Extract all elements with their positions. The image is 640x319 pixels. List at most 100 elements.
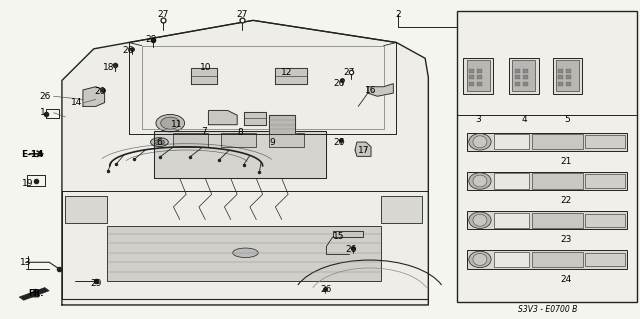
Text: 15: 15 <box>333 232 345 241</box>
Bar <box>457 11 637 302</box>
Bar <box>509 57 539 94</box>
Bar <box>469 75 474 79</box>
Polygon shape <box>333 231 364 237</box>
Text: FR.: FR. <box>29 289 44 298</box>
Text: 26: 26 <box>39 92 51 101</box>
Ellipse shape <box>473 175 487 187</box>
Ellipse shape <box>468 134 491 150</box>
Ellipse shape <box>468 212 491 228</box>
Bar <box>532 174 582 189</box>
Bar <box>173 133 209 147</box>
Bar <box>566 82 571 85</box>
Text: 26: 26 <box>333 137 345 147</box>
Text: 26: 26 <box>345 245 356 254</box>
Bar <box>585 214 625 227</box>
Ellipse shape <box>473 254 487 265</box>
Bar <box>585 174 625 188</box>
Text: 16: 16 <box>365 86 377 95</box>
Bar <box>513 60 536 91</box>
Text: 27: 27 <box>157 10 168 19</box>
Bar <box>556 60 579 91</box>
Text: 20: 20 <box>95 87 106 96</box>
Polygon shape <box>269 115 294 134</box>
Bar <box>523 69 528 73</box>
Bar <box>515 82 520 85</box>
Bar <box>494 134 529 149</box>
Bar <box>552 57 582 94</box>
Text: 9: 9 <box>269 137 275 147</box>
Text: 17: 17 <box>358 146 369 155</box>
Text: 3: 3 <box>475 115 481 123</box>
Text: 11: 11 <box>171 120 182 129</box>
Text: 6: 6 <box>157 137 163 147</box>
Bar <box>467 211 627 229</box>
Text: 26: 26 <box>122 46 133 55</box>
Bar <box>523 82 528 85</box>
Bar <box>515 69 520 73</box>
Text: 12: 12 <box>281 68 292 77</box>
Polygon shape <box>62 20 428 305</box>
Text: 13: 13 <box>20 258 31 267</box>
Text: 27: 27 <box>343 68 355 77</box>
Bar <box>106 226 381 281</box>
Text: 10: 10 <box>200 63 211 72</box>
Text: 19: 19 <box>22 179 34 188</box>
Bar <box>566 75 571 79</box>
Ellipse shape <box>150 138 168 146</box>
Bar <box>467 250 627 269</box>
Text: 28: 28 <box>145 35 157 44</box>
Ellipse shape <box>154 140 164 145</box>
Bar <box>381 196 422 223</box>
Ellipse shape <box>233 248 258 257</box>
Text: 23: 23 <box>560 235 572 244</box>
Bar <box>269 133 304 147</box>
Text: 26: 26 <box>321 285 332 294</box>
Text: E-14: E-14 <box>20 150 44 159</box>
Bar <box>532 252 582 267</box>
Text: 1: 1 <box>40 108 45 116</box>
Polygon shape <box>244 112 266 125</box>
Bar <box>477 82 482 85</box>
Ellipse shape <box>156 115 184 132</box>
Text: 26: 26 <box>333 79 345 88</box>
Bar <box>566 69 571 73</box>
Text: S3V3 - E0700 B: S3V3 - E0700 B <box>518 305 578 314</box>
Ellipse shape <box>473 214 487 226</box>
Bar <box>477 69 482 73</box>
Bar <box>469 82 474 85</box>
Text: 24: 24 <box>561 275 572 284</box>
Bar <box>463 57 493 94</box>
Text: 14: 14 <box>71 98 83 107</box>
Bar <box>558 69 563 73</box>
Bar <box>494 174 529 189</box>
Polygon shape <box>154 131 326 178</box>
Text: 27: 27 <box>237 10 248 19</box>
Bar <box>532 134 582 149</box>
Bar <box>585 253 625 266</box>
Bar <box>523 75 528 79</box>
Ellipse shape <box>473 136 487 148</box>
Bar <box>467 133 627 151</box>
Bar <box>477 75 482 79</box>
Ellipse shape <box>161 117 180 129</box>
Polygon shape <box>19 287 49 300</box>
Polygon shape <box>209 110 237 125</box>
Bar <box>467 60 490 91</box>
Ellipse shape <box>468 173 491 189</box>
Bar <box>585 135 625 148</box>
Polygon shape <box>355 142 371 156</box>
Bar <box>494 252 529 267</box>
Text: 5: 5 <box>564 115 570 123</box>
Polygon shape <box>83 87 104 106</box>
Ellipse shape <box>468 251 491 268</box>
Bar <box>532 213 582 228</box>
Bar <box>65 196 106 223</box>
Bar <box>515 75 520 79</box>
Bar <box>494 213 529 228</box>
Polygon shape <box>368 84 394 96</box>
Text: 29: 29 <box>90 279 101 288</box>
Bar <box>558 75 563 79</box>
Text: 22: 22 <box>561 196 572 205</box>
Text: 18: 18 <box>102 63 114 72</box>
Text: 4: 4 <box>521 115 527 123</box>
